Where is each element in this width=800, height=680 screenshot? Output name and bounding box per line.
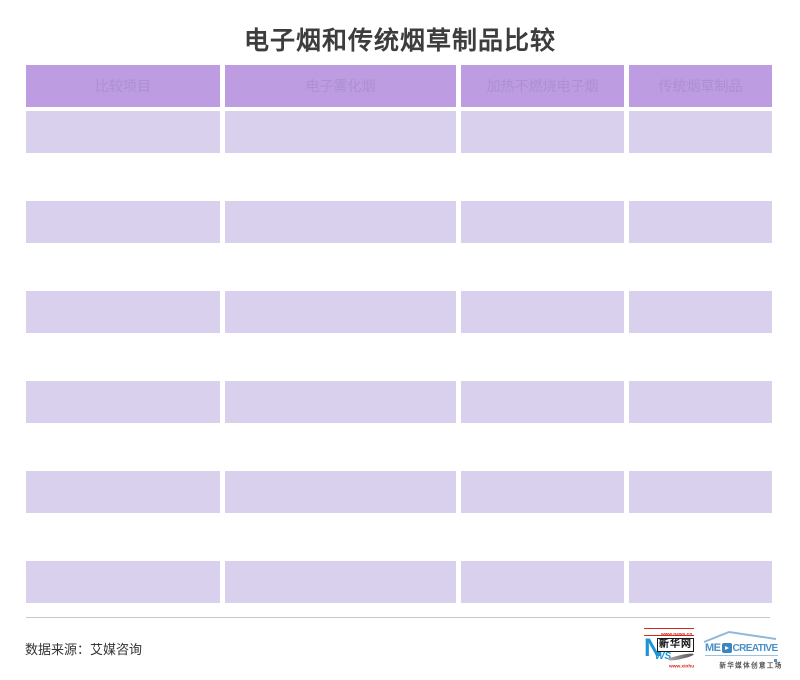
data-source-label: 数据来源：艾媒咨询	[25, 642, 143, 657]
xinhuanet-top-url: www.news.cn	[644, 628, 694, 636]
table-cell	[461, 111, 624, 153]
medcreative-me-text: ME	[705, 642, 721, 654]
table-cell	[461, 471, 624, 513]
footer-logos: www.news.cn N 新华网 WS www.xinhuanet.com M…	[644, 628, 781, 669]
table-row	[26, 291, 772, 333]
xinhuanet-ws-text: WS	[655, 651, 672, 662]
table-cell	[629, 471, 772, 513]
table-cell	[225, 111, 456, 153]
medcreative-logo: ME CREATIVE 新华媒体创意工场	[703, 630, 781, 669]
table-cell	[26, 381, 220, 423]
table-row	[26, 561, 772, 603]
footer-divider	[26, 617, 770, 618]
table-cell	[461, 291, 624, 333]
xinhuanet-logo: www.news.cn N 新华网 WS www.xinhuanet.com	[644, 628, 695, 669]
table-row	[26, 201, 772, 243]
table-cell	[26, 291, 220, 333]
subtitle-square-icon	[774, 659, 777, 662]
medcreative-creative-text: CREATIVE	[732, 642, 779, 654]
pen-swoosh-icon	[667, 651, 695, 663]
table-cell	[629, 381, 772, 423]
table-cell	[225, 561, 456, 603]
table-cell	[225, 381, 456, 423]
table-cell	[26, 111, 220, 153]
table-cell	[461, 381, 624, 423]
table-cell	[629, 111, 772, 153]
table-cell	[26, 201, 220, 243]
table-cell	[629, 201, 772, 243]
table-cell	[225, 471, 456, 513]
table-cell	[629, 561, 772, 603]
column-header-heatnotburn: 加热不燃烧电子烟	[461, 65, 624, 107]
table-row	[26, 111, 772, 153]
comparison-table: 比较项目 电子雾化烟 加热不燃烧电子烟 传统烟草制品	[26, 65, 772, 603]
column-header-traditional: 传统烟草制品	[629, 65, 772, 107]
table-row	[26, 381, 772, 423]
table-cell	[461, 201, 624, 243]
page-title: 电子烟和传统烟草制品比较	[243, 27, 556, 55]
table-cell	[629, 291, 772, 333]
table-header-row: 比较项目 电子雾化烟 加热不燃烧电子烟 传统烟草制品	[26, 65, 772, 107]
table-cell	[26, 561, 220, 603]
table-cell	[225, 201, 456, 243]
table-cell	[225, 291, 456, 333]
table-cell	[461, 561, 624, 603]
xinhuanet-brand-text: 新华网	[657, 638, 694, 652]
table-cell	[26, 471, 220, 513]
medcreative-subtitle: 新华媒体创意工场	[719, 662, 783, 670]
table-row	[26, 471, 772, 513]
column-header-evapor: 电子雾化烟	[225, 65, 456, 107]
xinhuanet-bottom-url: www.xinhuanet.com	[669, 663, 694, 668]
column-header-item: 比较项目	[26, 65, 220, 107]
roof-icon	[703, 630, 777, 643]
play-icon	[721, 643, 732, 653]
